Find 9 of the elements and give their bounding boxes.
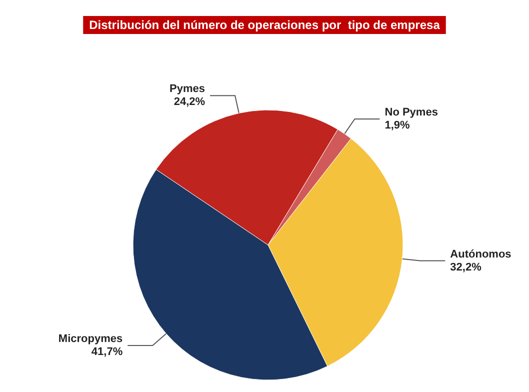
slice-label: No Pymes	[384, 106, 438, 118]
data-label: 32,2%	[450, 261, 482, 274]
chart-title: Distribución del número de operaciones por tipo de empresa	[89, 18, 440, 32]
data-label: 1,9%	[384, 119, 410, 132]
slice-label: Micropymes	[58, 333, 123, 345]
data-label: 24,2%	[174, 96, 206, 108]
slice-label: Autónomos	[450, 248, 512, 260]
data-label: 41,7%	[91, 346, 123, 358]
slice-label: Pymes	[170, 83, 206, 96]
